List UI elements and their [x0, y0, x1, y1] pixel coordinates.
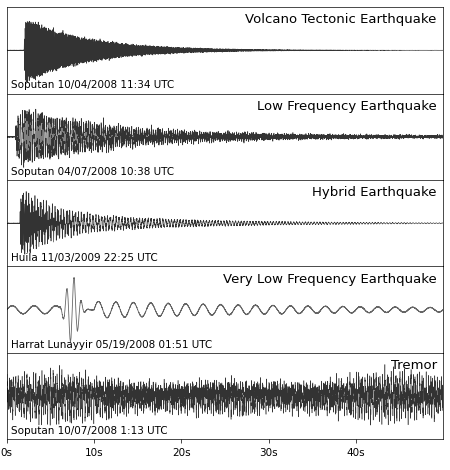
Text: Hybrid Earthquake: Hybrid Earthquake: [312, 186, 436, 199]
Text: Soputan 04/07/2008 10:38 UTC: Soputan 04/07/2008 10:38 UTC: [11, 166, 174, 177]
Text: Soputan 10/07/2008 1:13 UTC: Soputan 10/07/2008 1:13 UTC: [11, 426, 168, 436]
Text: Soputan 10/04/2008 11:34 UTC: Soputan 10/04/2008 11:34 UTC: [11, 80, 174, 90]
Text: Harrat Lunayyir 05/19/2008 01:51 UTC: Harrat Lunayyir 05/19/2008 01:51 UTC: [11, 339, 212, 350]
Text: Low Frequency Earthquake: Low Frequency Earthquake: [257, 100, 436, 113]
Text: Volcano Tectonic Earthquake: Volcano Tectonic Earthquake: [245, 13, 436, 26]
Text: Very Low Frequency Earthquake: Very Low Frequency Earthquake: [223, 273, 436, 286]
Text: Tremor: Tremor: [391, 359, 436, 372]
Text: Huila 11/03/2009 22:25 UTC: Huila 11/03/2009 22:25 UTC: [11, 253, 158, 263]
